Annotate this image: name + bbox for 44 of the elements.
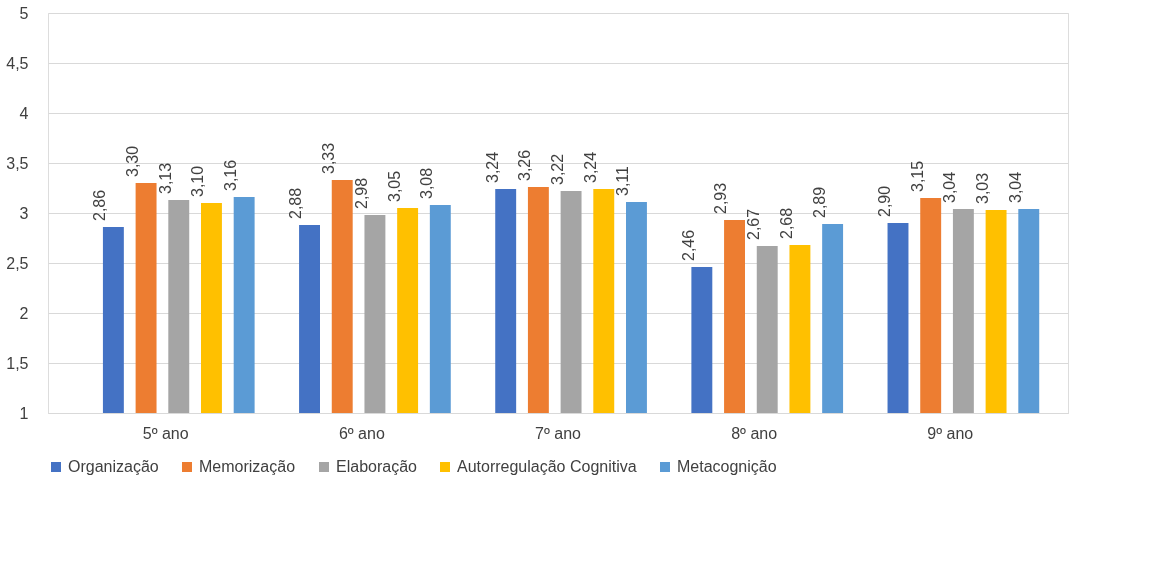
y-tick-label: 3: [19, 204, 29, 222]
data-label: 3,08: [418, 167, 436, 199]
data-label: 2,89: [810, 186, 828, 218]
x-tick-label: 7º ano: [535, 424, 582, 442]
data-label: 3,22: [549, 153, 566, 185]
data-label: 2,93: [712, 182, 730, 214]
data-label: 2,88: [287, 187, 305, 219]
data-label: 2,86: [91, 189, 109, 221]
data-label: 2,68: [777, 207, 795, 239]
data-label: 2,46: [679, 229, 697, 261]
x-tick-label: 9º ano: [927, 424, 974, 442]
legend-label: Memorização: [199, 458, 296, 475]
legend-label: Metacognição: [677, 458, 777, 475]
data-label: 3,16: [222, 159, 240, 191]
legend-label: Autorregulação Cognitiva: [457, 458, 637, 475]
data-label: 2,90: [875, 185, 893, 217]
y-tick-label: 2,5: [6, 254, 29, 272]
data-label: 2,67: [745, 208, 763, 240]
x-tick-label: 8º ano: [731, 424, 778, 442]
data-label: 3,13: [156, 162, 174, 194]
data-label: 3,33: [320, 142, 338, 174]
y-tick-label: 5: [19, 4, 29, 22]
y-tick-label: 4,5: [6, 54, 29, 72]
y-tick-label: 3,5: [6, 154, 29, 172]
data-label: 3,04: [1006, 171, 1024, 203]
data-label: 3,30: [124, 145, 141, 177]
x-tick-label: 6º ano: [338, 424, 385, 442]
data-label: 3,04: [941, 171, 959, 203]
legend-label: Organização: [68, 458, 159, 475]
y-tick-label: 1,5: [6, 354, 29, 372]
legend-label: Elaboração: [336, 458, 418, 475]
data-label: 3,26: [516, 149, 534, 181]
data-label: 3,10: [189, 165, 207, 197]
x-tick-label: 5º ano: [142, 424, 189, 442]
data-label: 3,24: [581, 151, 599, 183]
y-tick-label: 4: [19, 104, 29, 122]
data-label: 3,24: [483, 151, 501, 183]
data-label: 3,15: [908, 160, 926, 192]
data-label: 3,03: [974, 172, 991, 204]
data-label: 3,11: [614, 165, 632, 196]
data-label: 2,98: [352, 177, 370, 209]
y-tick-label: 1: [19, 404, 29, 422]
data-label: 3,05: [385, 170, 403, 202]
y-tick-label: 2: [19, 304, 29, 322]
